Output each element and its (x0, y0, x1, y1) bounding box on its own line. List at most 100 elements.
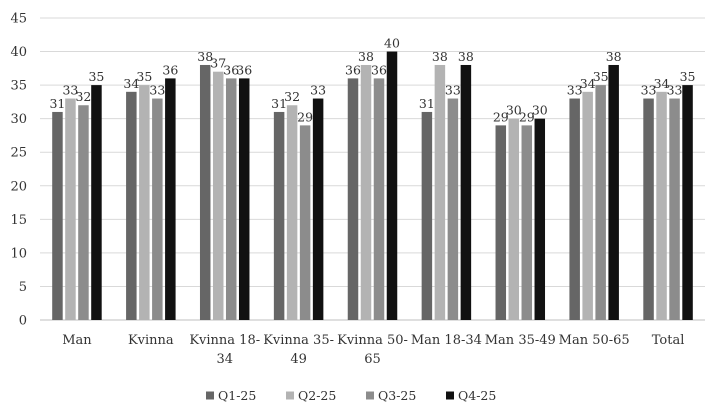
y-tick-label: 40 (10, 45, 27, 60)
bar (299, 125, 311, 320)
data-label: 32 (284, 89, 300, 104)
data-label: 36 (371, 62, 387, 77)
data-label: 34 (580, 76, 596, 91)
legend-label: Q4-25 (458, 388, 496, 403)
bar (199, 64, 211, 320)
bar (91, 85, 102, 320)
data-label: 31 (419, 96, 435, 111)
bar (225, 78, 237, 321)
data-label: 35 (136, 69, 152, 84)
data-label: 38 (432, 49, 448, 64)
data-label: 40 (384, 36, 400, 51)
data-label: 33 (641, 83, 657, 98)
data-label: 33 (310, 83, 326, 98)
bar (286, 105, 298, 320)
data-label: 31 (271, 96, 287, 111)
bar (65, 98, 76, 321)
category-label: Kvinna (128, 333, 174, 348)
legend-label: Q3-25 (378, 388, 416, 403)
data-label: 37 (210, 56, 226, 71)
data-label: 35 (88, 69, 104, 84)
category-label: Man (62, 333, 92, 348)
bar (52, 111, 63, 320)
data-label: 36 (236, 62, 252, 77)
y-tick-label: 25 (10, 146, 27, 161)
data-label: 38 (197, 49, 213, 64)
bar (434, 64, 446, 320)
y-tick-label: 20 (10, 179, 27, 194)
bar (569, 98, 580, 321)
y-tick-label: 35 (10, 79, 27, 94)
data-label: 30 (532, 103, 548, 118)
bar (608, 64, 619, 320)
bar (421, 111, 433, 320)
category-label: Kvinna 35- (263, 333, 334, 348)
category-label: Total (652, 333, 685, 348)
data-label: 33 (149, 83, 165, 98)
data-label: 29 (493, 109, 509, 124)
data-label: 34 (654, 76, 670, 91)
category-label: Man 18-34 (411, 333, 482, 348)
bar (460, 64, 472, 320)
data-label: 38 (606, 49, 622, 64)
bar (534, 118, 546, 321)
bar (373, 78, 385, 321)
bar (273, 111, 285, 320)
data-label: 38 (458, 49, 474, 64)
bar (212, 71, 224, 320)
y-tick-label: 15 (10, 213, 27, 228)
data-label: 36 (223, 62, 239, 77)
data-label: 31 (49, 96, 65, 111)
bar (669, 98, 680, 321)
category-label: Kvinna 18- (189, 333, 260, 348)
bar (312, 98, 324, 321)
data-label: 33 (567, 83, 583, 98)
bar (152, 98, 163, 321)
bar (139, 85, 150, 320)
data-label: 35 (593, 69, 609, 84)
data-label: 36 (345, 62, 361, 77)
data-label: 29 (297, 109, 313, 124)
y-tick-label: 45 (10, 12, 27, 27)
data-label: 29 (519, 109, 535, 124)
bar (508, 118, 520, 321)
data-label: 35 (680, 69, 696, 84)
bar (238, 78, 250, 321)
data-label: 34 (123, 76, 139, 91)
y-tick-label: 5 (19, 280, 27, 295)
category-label: 34 (216, 352, 233, 367)
bar (595, 85, 606, 320)
bar (495, 125, 507, 320)
legend-swatch (206, 391, 214, 400)
bar (682, 85, 693, 320)
bar (656, 91, 667, 320)
bar (360, 64, 372, 320)
data-label: 33 (445, 83, 461, 98)
bar (126, 91, 137, 320)
legend-swatch (446, 391, 454, 400)
bar (582, 91, 593, 320)
y-tick-label: 0 (19, 314, 27, 329)
bar (521, 125, 533, 320)
data-label: 30 (506, 103, 522, 118)
y-tick-label: 10 (10, 246, 27, 261)
bar (78, 105, 89, 320)
category-label: Kvinna 50- (337, 333, 408, 348)
data-label: 36 (162, 62, 178, 77)
y-tick-label: 30 (10, 112, 27, 127)
bar (386, 51, 398, 321)
data-label: 38 (358, 49, 374, 64)
bar (447, 98, 459, 321)
data-label: 32 (75, 89, 91, 104)
legend-label: Q2-25 (298, 388, 336, 403)
category-label: 49 (290, 352, 307, 367)
bar (165, 78, 176, 321)
legend-label: Q1-25 (218, 388, 256, 403)
category-label: Man 35-49 (485, 333, 556, 348)
legend-swatch (286, 391, 294, 400)
category-label: 65 (364, 352, 381, 367)
legend-swatch (366, 391, 374, 400)
bar (347, 78, 359, 321)
